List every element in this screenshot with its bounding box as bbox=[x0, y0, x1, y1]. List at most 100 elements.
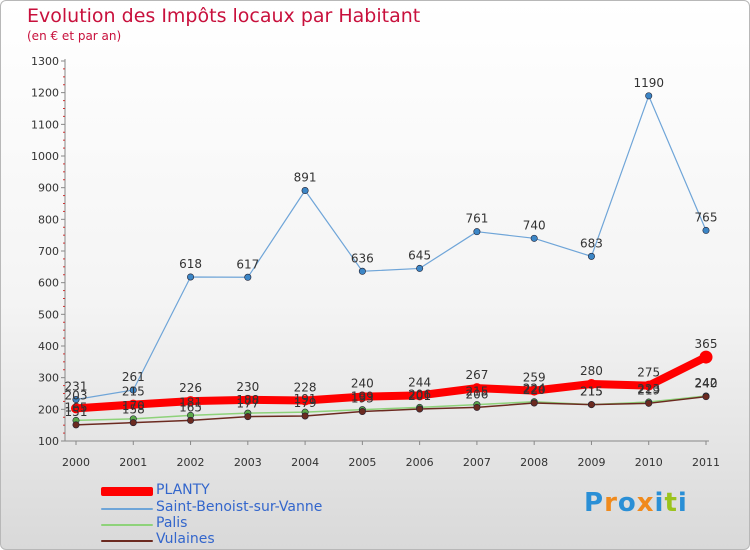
data-label: 165 bbox=[65, 400, 88, 414]
data-point bbox=[301, 412, 309, 420]
x-tick-label: 2007 bbox=[463, 456, 491, 469]
data-label: 261 bbox=[122, 370, 145, 384]
data-point bbox=[473, 403, 481, 411]
data-point bbox=[643, 380, 654, 391]
data-point bbox=[702, 226, 710, 234]
data-label: 215 bbox=[122, 385, 145, 399]
data-point bbox=[586, 379, 597, 389]
data-label: 617 bbox=[236, 257, 259, 271]
proxiti-logo: Proxiti bbox=[584, 488, 688, 518]
x-tick-label: 2005 bbox=[348, 456, 376, 469]
y-tick-label: 600 bbox=[38, 277, 59, 290]
data-label: 765 bbox=[695, 210, 718, 224]
data-label: 215 bbox=[465, 385, 488, 399]
data-point bbox=[187, 273, 195, 281]
legend-label-vulaines: Vulaines bbox=[156, 531, 215, 547]
logo-letter: t bbox=[664, 488, 678, 518]
data-label: 228 bbox=[294, 380, 317, 394]
data-point bbox=[416, 264, 424, 272]
data-label: 165 bbox=[179, 400, 202, 414]
data-label: 158 bbox=[122, 403, 145, 417]
data-label: 219 bbox=[637, 383, 660, 397]
data-label: 179 bbox=[294, 396, 317, 410]
data-label: 636 bbox=[351, 251, 374, 265]
data-point bbox=[300, 395, 311, 406]
data-point bbox=[702, 393, 710, 401]
data-label: 199 bbox=[351, 390, 374, 404]
x-tick-label: 2011 bbox=[692, 456, 720, 469]
y-tick-label: 200 bbox=[38, 403, 59, 416]
data-label: 215 bbox=[580, 385, 603, 399]
series-line bbox=[72, 353, 710, 413]
logo-letter: r bbox=[604, 488, 618, 518]
data-point bbox=[699, 350, 713, 364]
data-point bbox=[244, 413, 252, 421]
data-label: 151 bbox=[65, 405, 88, 419]
logo-letter: x bbox=[636, 488, 655, 518]
y-tick-label: 100 bbox=[38, 435, 59, 448]
y-tick-label: 1300 bbox=[31, 55, 59, 68]
data-point bbox=[358, 408, 366, 416]
data-label: 1190 bbox=[633, 76, 664, 90]
data-point bbox=[244, 273, 252, 281]
data-label: 230 bbox=[236, 380, 259, 394]
data-label: 740 bbox=[523, 218, 546, 232]
logo-letter: P bbox=[584, 488, 605, 518]
data-point bbox=[530, 234, 538, 242]
data-point bbox=[473, 228, 481, 236]
x-tick-label: 2002 bbox=[177, 456, 205, 469]
chart-subtitle: (en € et par an) bbox=[27, 29, 122, 43]
legend-label-planty: PLANTY bbox=[156, 482, 210, 498]
y-tick-label: 1200 bbox=[31, 87, 59, 100]
y-tick-label: 900 bbox=[38, 182, 59, 195]
data-label: 181 bbox=[179, 395, 202, 409]
data-point bbox=[416, 405, 424, 413]
x-tick-label: 2006 bbox=[406, 456, 434, 469]
y-tick-label: 700 bbox=[38, 245, 59, 258]
chart-title: Evolution des Impôts locaux par Habitant bbox=[27, 5, 421, 27]
x-tick-label: 2003 bbox=[234, 456, 262, 469]
y-tick-label: 800 bbox=[38, 213, 59, 226]
data-label: 177 bbox=[236, 397, 259, 411]
data-point bbox=[72, 396, 80, 404]
data-point bbox=[529, 385, 540, 396]
legend-swatch-palis bbox=[101, 524, 153, 526]
data-label: 223 bbox=[637, 382, 660, 396]
data-point bbox=[587, 401, 595, 409]
data-point bbox=[530, 399, 538, 407]
data-point bbox=[587, 252, 595, 260]
data-label: 645 bbox=[408, 248, 431, 262]
data-point bbox=[471, 383, 482, 394]
data-label: 226 bbox=[179, 381, 202, 395]
y-tick-label: 500 bbox=[38, 308, 59, 321]
data-point bbox=[129, 419, 137, 427]
x-tick-label: 2001 bbox=[119, 456, 147, 469]
data-point bbox=[358, 267, 366, 275]
y-tick-label: 1000 bbox=[31, 150, 59, 163]
data-label: 259 bbox=[523, 371, 546, 385]
data-point bbox=[128, 399, 139, 410]
legend-label-saint-benoist: Saint-Benoist-sur-Vanne bbox=[156, 499, 323, 515]
data-label: 275 bbox=[637, 366, 660, 380]
x-tick-label: 2008 bbox=[520, 456, 548, 469]
data-label: 206 bbox=[408, 387, 431, 401]
series-line bbox=[75, 395, 707, 426]
data-label: 280 bbox=[580, 364, 603, 378]
data-point bbox=[129, 386, 137, 394]
data-label: 201 bbox=[408, 389, 431, 403]
data-label: 170 bbox=[122, 399, 145, 413]
data-label: 220 bbox=[523, 383, 546, 397]
legend-swatch-saint-benoist bbox=[101, 508, 153, 510]
data-point bbox=[71, 403, 81, 414]
data-label: 761 bbox=[465, 212, 488, 226]
data-point bbox=[72, 421, 80, 429]
data-label: 240 bbox=[351, 377, 374, 391]
data-label: 203 bbox=[65, 388, 88, 402]
data-point bbox=[645, 399, 653, 407]
logo-letter: i bbox=[654, 488, 665, 518]
y-tick-label: 300 bbox=[38, 372, 59, 385]
data-label: 618 bbox=[179, 257, 202, 271]
data-label: 365 bbox=[695, 337, 718, 351]
